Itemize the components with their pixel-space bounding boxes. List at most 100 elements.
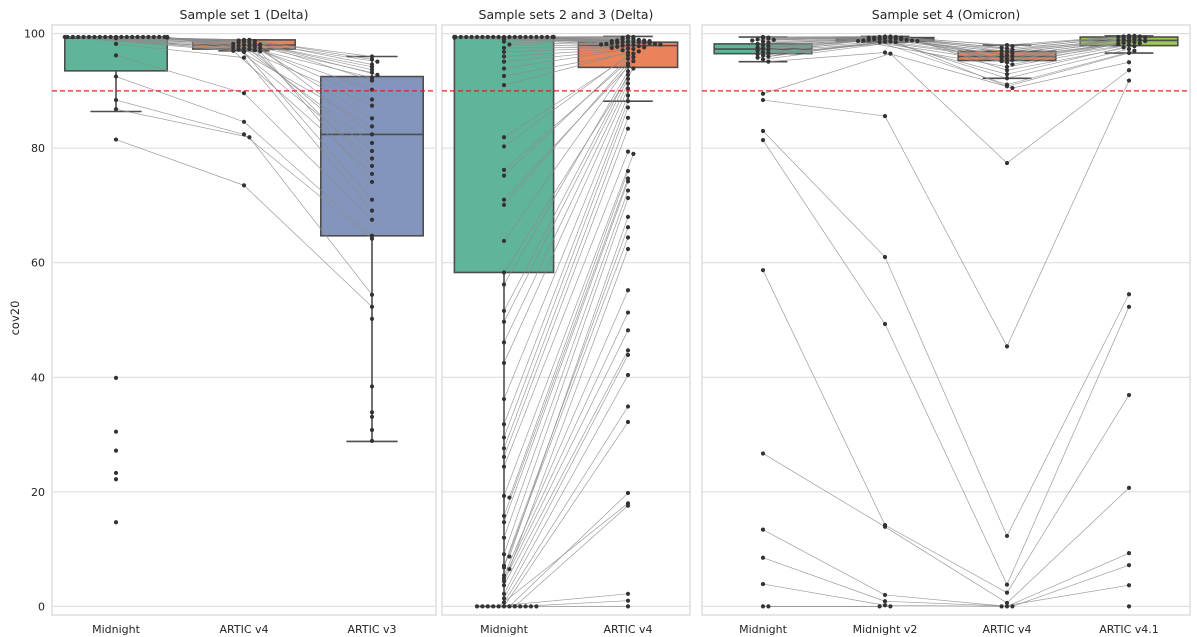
data-point [631,59,635,63]
data-point [502,465,506,469]
y-tick-label: 100 [24,28,45,41]
data-point [761,92,765,96]
data-point [92,35,96,39]
panel-3: Midnight Midnight v2 ARTIC v4 ARTIC v4.1Sam… [702,7,1190,636]
y-tick-label: 80 [31,142,45,155]
data-point [502,494,506,498]
data-point [63,35,67,39]
data-point [1127,43,1131,47]
data-point [513,604,517,608]
data-point [883,599,887,603]
data-point [502,583,506,587]
data-point [103,35,107,39]
panel-title: Sample sets 2 and 3 (Delta) [479,7,654,22]
panel-frame [702,25,1190,615]
data-point [1127,305,1131,309]
data-point [766,60,770,64]
data-point [370,317,374,321]
data-point [1005,72,1009,76]
data-point [626,604,630,608]
data-point [114,98,118,102]
data-point [370,384,374,388]
data-point [242,56,246,60]
data-point [1127,563,1131,567]
data-point [1127,393,1131,397]
data-point [370,70,374,74]
panel-1: 020406080100Midnight ARTIC v4 ARTIC v3Samp… [24,7,436,636]
data-point [152,35,156,39]
data-point [894,40,898,44]
data-point [1000,59,1004,63]
data-point [626,404,630,408]
data-point [502,144,506,148]
data-point [905,38,909,42]
data-point [114,53,118,57]
data-point [1127,68,1131,72]
data-point [502,552,506,556]
x-tick-label: Midnight [739,623,788,636]
x-tick-label: ARTIC v4 [603,623,652,636]
data-point [756,37,760,41]
data-point [658,42,662,46]
data-point [242,120,246,124]
data-point [502,198,506,202]
data-point [626,420,630,424]
data-point [1127,292,1131,296]
x-tick-label: ARTIC v3 [347,623,396,636]
data-point [507,42,511,46]
data-point [1005,344,1009,348]
data-point [761,53,765,57]
data-point [370,141,374,145]
data-point [502,46,506,50]
data-point [888,52,892,56]
data-point [513,35,517,39]
data-point [626,179,630,183]
data-point [1010,86,1014,90]
data-point [136,35,140,39]
data-point [141,35,145,39]
data-point [502,54,506,58]
data-point [1127,604,1131,608]
data-point [507,554,511,558]
data-point [370,164,374,168]
data-point [626,77,630,81]
data-point [502,239,506,243]
data-point [878,604,882,608]
data-point [486,604,490,608]
data-point [507,35,511,39]
data-point [475,35,479,39]
data-point [518,604,522,608]
data-point [370,218,374,222]
data-point [883,322,887,326]
data-point [502,135,506,139]
data-point [502,592,506,596]
data-point [1005,161,1009,165]
data-point [497,604,501,608]
data-point [626,46,630,50]
data-point [1005,76,1009,80]
data-point [464,35,468,39]
data-point [370,116,374,120]
data-point [1132,49,1136,53]
data-point [82,35,86,39]
data-point [626,503,630,507]
data-point [247,135,251,139]
data-point [502,536,506,540]
data-point [502,596,506,600]
y-axis-label: cov20 [8,301,22,336]
data-point [610,41,614,45]
data-point [502,309,506,313]
box-1 [454,37,553,272]
data-point [502,340,506,344]
data-point [242,132,246,136]
data-point [621,44,625,48]
data-point [459,35,463,39]
data-point [626,169,630,173]
data-point [626,215,630,219]
data-point [761,268,765,272]
data-point [1127,47,1131,51]
data-point [915,39,919,43]
x-tick-label: Midnight v2 [853,623,918,636]
data-point [653,42,657,46]
data-point [502,565,506,569]
